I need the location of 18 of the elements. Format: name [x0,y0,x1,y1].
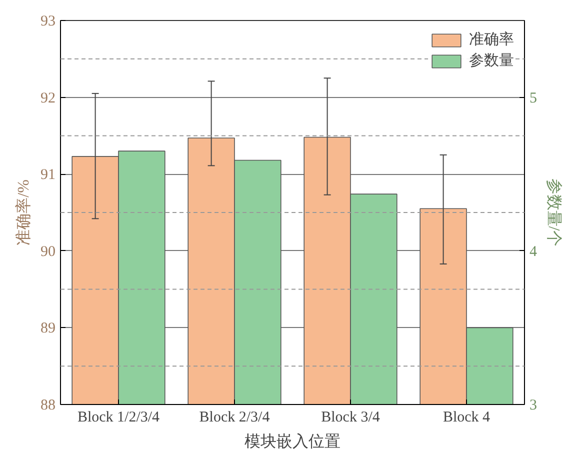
y-tick-label: 93 [40,14,56,30]
y2-axis-title: 参数量/个 [545,178,563,247]
y-tick-label: 91 [40,167,56,184]
x-tick-label: Block 4 [442,410,491,426]
y-tick-label: 90 [40,244,56,260]
y2-tick-label: 4 [530,244,538,260]
x-axis-title: 模块嵌入位置 [244,432,340,450]
x-tick-label: Block 2/3/4 [199,410,270,426]
x-tick-label: Block 3/4 [321,410,380,426]
y-tick-label: 89 [40,320,56,337]
y2-tick-label: 3 [530,398,537,414]
legend-label: 准确率 [469,30,514,49]
x-tick-label: Block 1/2/3/4 [77,410,160,426]
y2-tick-label: 5 [530,90,537,106]
legend-label: 参数量 [469,52,514,70]
y-tick-label: 88 [40,398,56,414]
y-axis-title: 准确率/% [14,180,32,246]
y-tick-label: 92 [40,90,56,106]
